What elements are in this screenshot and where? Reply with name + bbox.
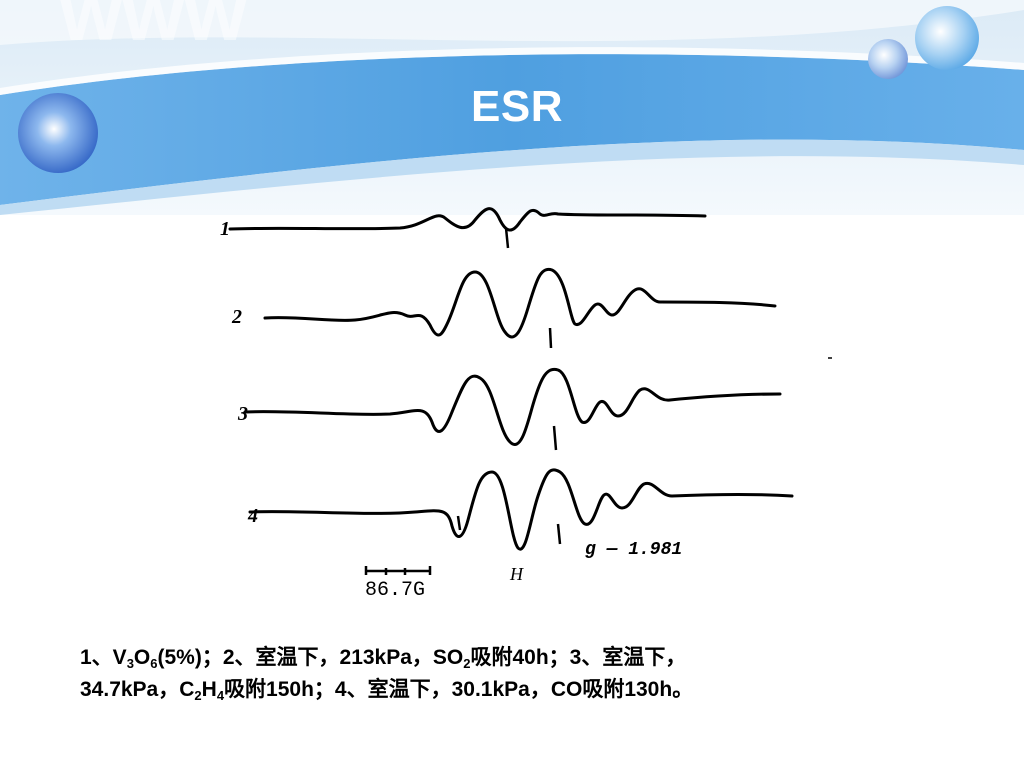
g-value-label: g — 1.981	[585, 540, 682, 560]
trace-label-3: 3	[237, 403, 248, 425]
marker-arrow-2	[548, 327, 553, 349]
esr-trace-4	[248, 468, 794, 551]
caption-subscript: 2	[194, 688, 202, 703]
caption-text: O	[133, 646, 151, 669]
bubble-large-icon	[18, 93, 98, 173]
marker-arrow-3	[552, 425, 558, 451]
esr-trace-3	[243, 367, 782, 446]
header-banner: www	[0, 0, 1024, 215]
marker-arrow-1	[504, 227, 510, 249]
caption-text: 1、V	[80, 646, 127, 669]
bubble-right-icon	[915, 6, 979, 70]
field-label: H	[509, 564, 524, 584]
caption-text: 34.7kPa，C	[80, 678, 195, 701]
caption-text: H	[201, 678, 217, 701]
figure-caption: 1、V3O6(5%)；2、室温下，213kPa，SO2吸附40h；3、室温下， 3…	[80, 642, 980, 706]
bubble-small-icon	[868, 39, 908, 79]
trace-label-1: 1	[220, 218, 230, 240]
caption-subscript: 3	[126, 656, 134, 671]
slide-title: ESR	[471, 82, 563, 131]
caption-subscript: 4	[216, 688, 225, 703]
scale-label: 86.7G	[365, 579, 425, 600]
caption-text: (5%)；2、室温下，213kPa，SO	[157, 646, 464, 669]
esr-trace-2	[263, 267, 777, 339]
esr-trace-1	[228, 207, 707, 232]
esr-spectra-figure: 1 2 3 4 g — 1.981 H 86.7G	[220, 207, 832, 600]
scale-bar	[364, 566, 432, 575]
caption-text: 吸附40h；3、室温下，	[470, 646, 687, 669]
marker-arrow-4	[556, 523, 562, 545]
marker-arrow-4b	[456, 515, 462, 531]
trace-label-4: 4	[247, 505, 258, 527]
caption-text: 吸附150h；4、室温下，30.1kPa，CO吸附130h。	[224, 678, 694, 701]
caption-subscript: 2	[463, 656, 471, 671]
watermark-text: www	[59, 0, 247, 57]
trace-label-2: 2	[231, 306, 242, 328]
caption-subscript: 6	[150, 656, 158, 671]
